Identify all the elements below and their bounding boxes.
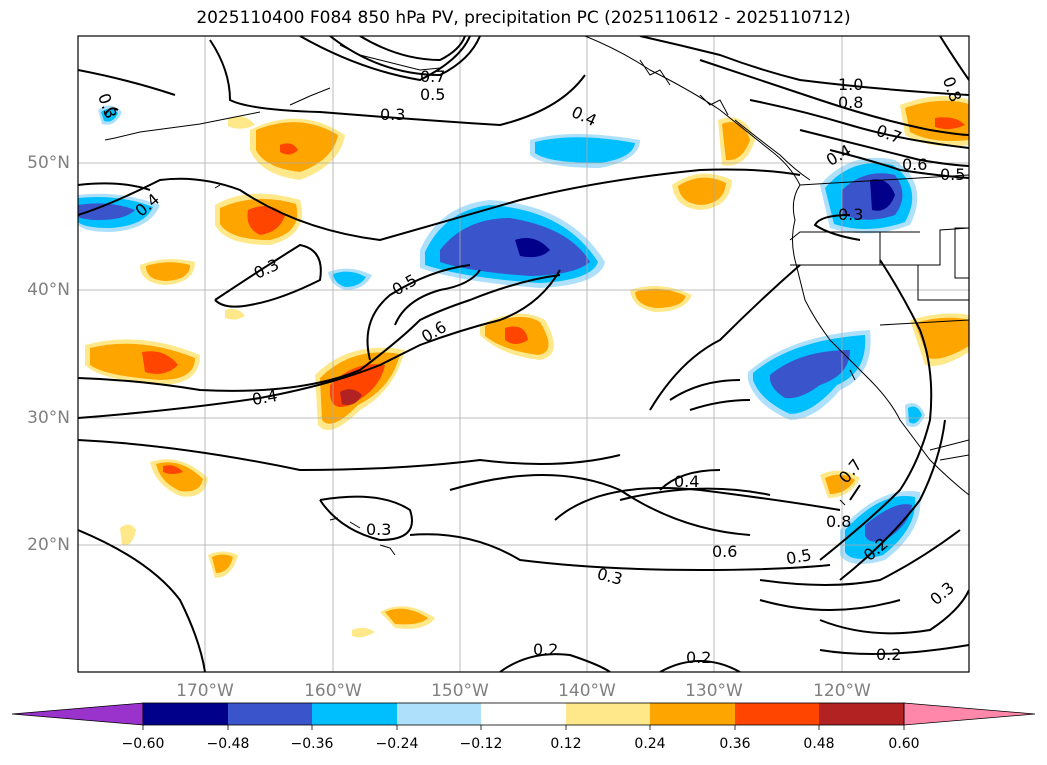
precip-area [865, 504, 912, 542]
precip-area [908, 406, 922, 424]
contour-label: 0.2 [533, 640, 558, 659]
contour-label: 0.5 [785, 545, 813, 568]
colorbar-segment [481, 703, 566, 725]
contour-label: 0.3 [380, 105, 405, 124]
contour-label: 0.5 [940, 165, 965, 184]
coastlines [104, 36, 969, 556]
colorbar-tick-label: 0.48 [803, 736, 835, 752]
lon-label-150w: 150°W [431, 681, 489, 701]
precip-area [146, 262, 190, 281]
map-frame [77, 35, 970, 673]
contour-label: 0.3 [366, 520, 391, 539]
contour-label: 0.6 [712, 542, 737, 561]
colorbar-tick-label: 0.60 [888, 736, 920, 752]
precip-area [280, 143, 298, 155]
colorbar-segment [819, 703, 904, 725]
precip-area [870, 179, 895, 211]
contour-label: 0.4 [250, 386, 278, 409]
contour-label: 0.7 [420, 67, 445, 86]
contour-label: 0.6 [902, 155, 927, 174]
lat-label-50n: 50°N [27, 153, 70, 173]
precip-negative-areas [78, 105, 925, 564]
lon-label-140w: 140°W [558, 681, 616, 701]
contour-label: 0.8 [826, 512, 851, 531]
colorbar-segment [143, 703, 228, 725]
colorbar-segment [735, 703, 819, 725]
lat-label-20n: 20°N [27, 535, 70, 555]
lon-label-130w: 130°W [685, 681, 743, 701]
precip-area [385, 608, 428, 625]
contour-label: 0.2 [876, 645, 901, 664]
precip-area [515, 237, 550, 258]
precip-area [78, 203, 135, 220]
precip-area [505, 326, 528, 344]
precip-area [340, 389, 362, 405]
contour-label: 1.0 [838, 75, 863, 94]
colorbar-extend-high [903, 702, 1036, 726]
colorbar-segment [312, 703, 397, 725]
colorbar-segment [397, 703, 481, 725]
precip-area [935, 117, 965, 130]
precip-area [825, 474, 855, 494]
contour-label: 0.5 [420, 85, 445, 104]
contour-label: 0.8 [838, 93, 863, 112]
precip-area [333, 271, 366, 287]
colorbar-extend-low [11, 702, 144, 726]
colorbar-tick-label: −0.24 [375, 736, 419, 752]
precip-area [256, 122, 338, 172]
precip-area [101, 108, 118, 122]
precip-area [142, 351, 178, 374]
precip-area [635, 288, 686, 308]
precip-area [722, 122, 750, 161]
colorbar-tick-label: −0.48 [206, 736, 250, 752]
precip-area [770, 350, 850, 399]
colorbar-tick-label: 0.12 [550, 736, 582, 752]
precip-area [228, 116, 255, 129]
colorbar-segment [650, 703, 735, 725]
precip-area [163, 465, 183, 474]
contour-label: 0.2 [686, 648, 711, 667]
pv-contours [78, 36, 969, 672]
lon-label-120w: 120°W [813, 681, 871, 701]
colorbar-tick-label: −0.36 [290, 736, 334, 752]
contour-label: 0.3 [838, 205, 863, 224]
lat-label-30n: 30°N [27, 408, 70, 428]
precip-area [212, 554, 233, 573]
precip-area [352, 627, 375, 638]
contour-label: 0.4 [674, 472, 699, 491]
colorbar [11, 702, 1036, 730]
precip-area [535, 137, 635, 163]
precip-area [120, 524, 136, 546]
precip-area [225, 308, 245, 320]
colorbar-segment [566, 703, 650, 725]
precip-area [440, 218, 590, 276]
graticule [78, 36, 969, 672]
lon-label-160w: 160°W [304, 681, 362, 701]
precip-area [915, 317, 969, 359]
colorbar-tick-label: −0.12 [459, 736, 503, 752]
colorbar-tick-label: 0.24 [634, 736, 666, 752]
colorbar-tick-label: 0.36 [719, 736, 751, 752]
lon-label-170w: 170°W [176, 681, 234, 701]
map-title: 2025110400 F084 850 hPa PV, precipitatio… [196, 8, 851, 28]
lat-label-40n: 40°N [27, 280, 70, 300]
precip-area [247, 206, 285, 235]
colorbar-tick-label: −0.60 [121, 736, 165, 752]
colorbar-segment [228, 703, 312, 725]
